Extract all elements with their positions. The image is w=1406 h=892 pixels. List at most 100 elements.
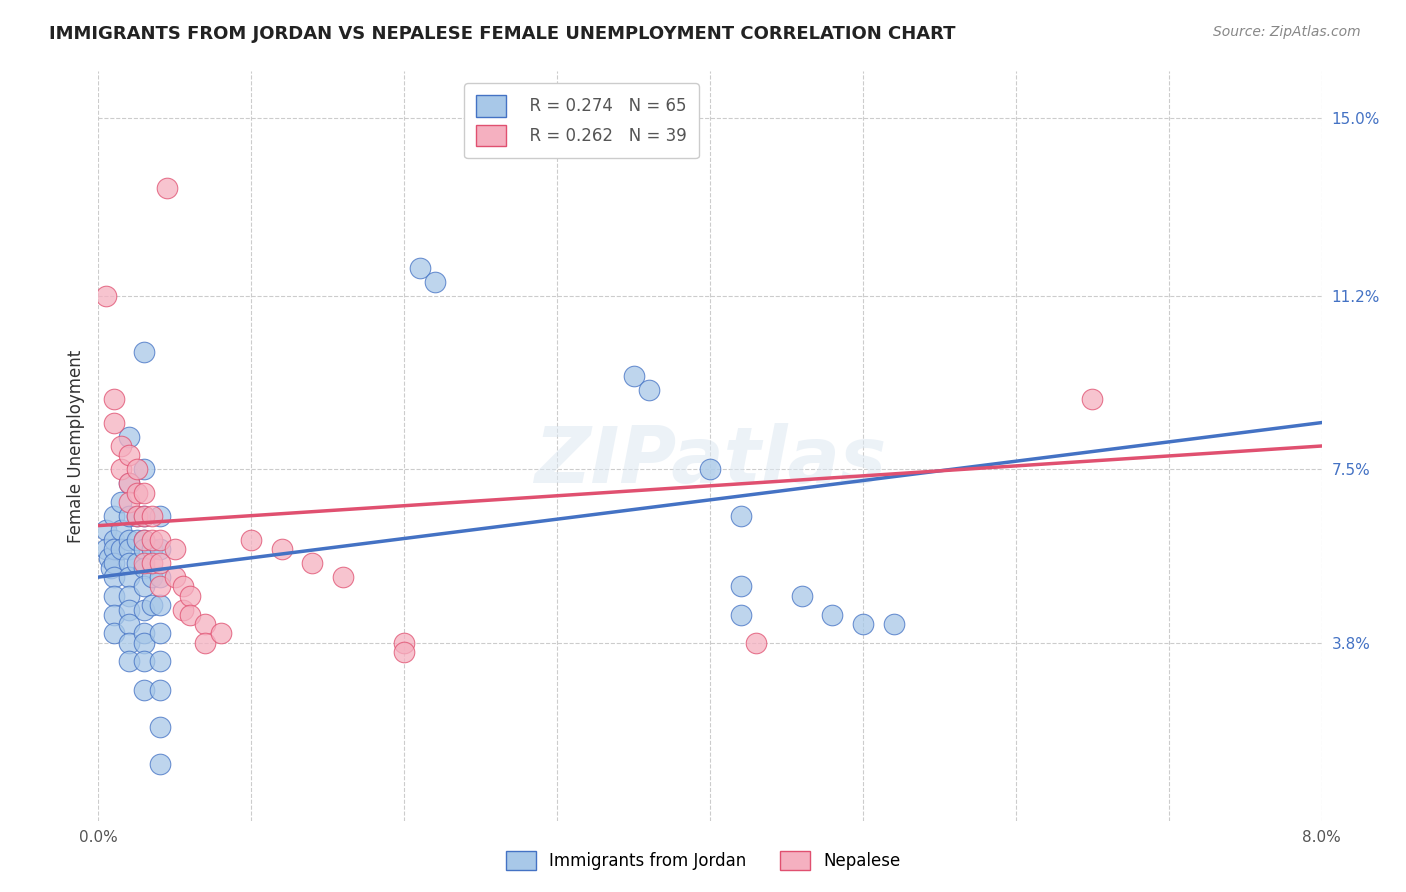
Point xyxy=(125,509,148,524)
Point xyxy=(134,462,156,476)
Point xyxy=(149,556,172,570)
Point xyxy=(149,720,172,734)
Legend:   R = 0.274   N = 65,   R = 0.262   N = 39: R = 0.274 N = 65, R = 0.262 N = 39 xyxy=(464,84,699,158)
Point xyxy=(118,449,141,463)
Point xyxy=(172,580,194,594)
Point xyxy=(134,533,156,547)
Point xyxy=(125,509,148,524)
Point xyxy=(103,416,125,430)
Point xyxy=(134,580,156,594)
Y-axis label: Female Unemployment: Female Unemployment xyxy=(66,350,84,542)
Point xyxy=(103,556,125,570)
Point xyxy=(623,368,645,383)
Point xyxy=(134,655,156,669)
Point xyxy=(392,635,416,649)
Point xyxy=(118,509,141,524)
Point xyxy=(134,626,156,640)
Point xyxy=(118,655,141,669)
Point xyxy=(118,556,141,570)
Point xyxy=(149,682,172,697)
Point xyxy=(125,533,148,547)
Point xyxy=(134,345,156,359)
Point xyxy=(118,476,141,491)
Point xyxy=(149,626,172,640)
Point xyxy=(134,682,156,697)
Point xyxy=(163,570,186,584)
Point xyxy=(94,289,117,303)
Point xyxy=(103,533,125,547)
Point xyxy=(408,261,430,276)
Point xyxy=(270,541,294,557)
Point xyxy=(149,599,172,613)
Point xyxy=(110,541,132,557)
Point xyxy=(103,509,125,524)
Point xyxy=(790,589,813,603)
Point xyxy=(118,635,141,649)
Point xyxy=(98,551,121,566)
Point xyxy=(134,635,156,649)
Point xyxy=(134,485,156,500)
Point xyxy=(118,570,141,584)
Point xyxy=(149,570,172,584)
Point xyxy=(423,275,446,289)
Point xyxy=(194,617,217,632)
Legend: Immigrants from Jordan, Nepalese: Immigrants from Jordan, Nepalese xyxy=(499,844,907,877)
Point xyxy=(730,607,752,622)
Point xyxy=(149,541,172,557)
Point xyxy=(118,430,141,444)
Point xyxy=(141,541,163,557)
Point xyxy=(110,495,132,509)
Point xyxy=(134,556,156,570)
Point xyxy=(821,607,844,622)
Point xyxy=(134,509,156,524)
Point xyxy=(103,607,125,622)
Point xyxy=(118,533,141,547)
Point xyxy=(179,589,201,603)
Point xyxy=(852,617,875,632)
Point xyxy=(149,509,172,524)
Point xyxy=(103,589,125,603)
Point xyxy=(94,541,117,557)
Point xyxy=(149,580,172,594)
Point xyxy=(392,645,416,659)
Point xyxy=(730,509,752,524)
Point xyxy=(134,561,156,575)
Point xyxy=(301,556,323,570)
Point xyxy=(110,523,132,537)
Point xyxy=(179,607,201,622)
Point xyxy=(134,533,156,547)
Point xyxy=(134,509,156,524)
Point xyxy=(172,603,194,617)
Point xyxy=(103,570,125,584)
Point xyxy=(149,533,172,547)
Point xyxy=(194,635,217,649)
Point xyxy=(134,603,156,617)
Point xyxy=(637,383,661,397)
Point xyxy=(110,462,132,476)
Point xyxy=(118,541,141,557)
Point xyxy=(1081,392,1104,407)
Point xyxy=(883,617,905,632)
Point xyxy=(141,556,163,570)
Point xyxy=(149,757,172,772)
Point xyxy=(118,495,141,509)
Text: ZIPatlas: ZIPatlas xyxy=(534,423,886,499)
Point xyxy=(118,617,141,632)
Point xyxy=(103,541,125,557)
Point xyxy=(141,533,163,547)
Point xyxy=(125,462,148,476)
Point xyxy=(125,556,148,570)
Point xyxy=(730,580,752,594)
Point xyxy=(156,181,179,195)
Point xyxy=(745,635,768,649)
Point xyxy=(209,626,232,640)
Point xyxy=(118,589,141,603)
Point xyxy=(141,599,163,613)
Point xyxy=(100,561,122,575)
Point xyxy=(110,439,132,453)
Point xyxy=(125,485,148,500)
Point xyxy=(94,523,117,537)
Point xyxy=(134,541,156,557)
Text: Source: ZipAtlas.com: Source: ZipAtlas.com xyxy=(1213,25,1361,39)
Point xyxy=(332,570,354,584)
